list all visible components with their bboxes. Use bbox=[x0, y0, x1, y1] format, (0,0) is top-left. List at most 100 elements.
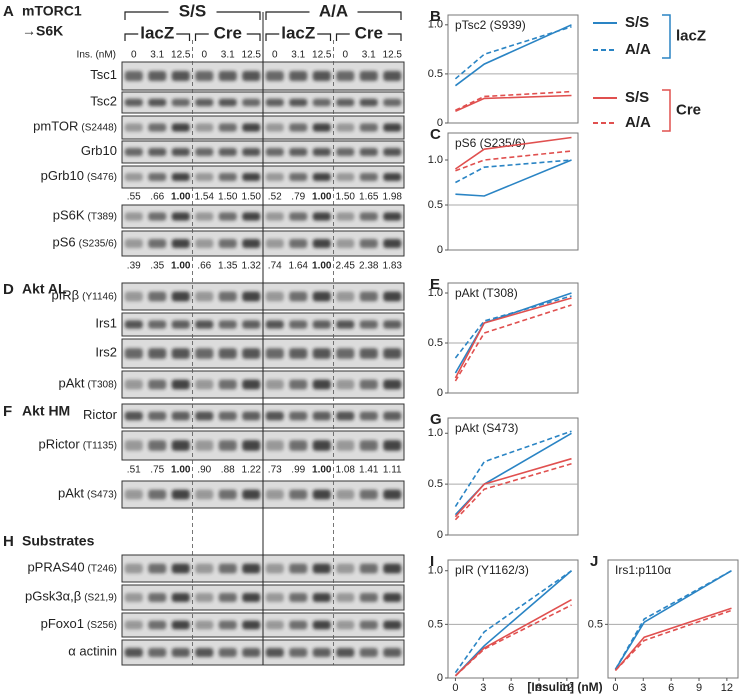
band bbox=[218, 563, 237, 574]
band bbox=[124, 348, 143, 359]
band bbox=[171, 291, 190, 302]
band bbox=[148, 239, 167, 248]
plot-frame bbox=[447, 14, 579, 124]
protein-name: Tsc1 bbox=[90, 67, 117, 82]
x-tick-label: 12 bbox=[721, 682, 733, 694]
site-label: (T246) bbox=[88, 563, 117, 574]
band bbox=[195, 620, 214, 630]
legend-group: Cre bbox=[676, 101, 701, 118]
band bbox=[289, 593, 308, 602]
data-line bbox=[455, 159, 572, 197]
band bbox=[265, 98, 284, 107]
band bbox=[336, 348, 355, 359]
panel-letter: J bbox=[590, 553, 598, 570]
protein-name: pAkt bbox=[59, 376, 85, 391]
band bbox=[242, 98, 261, 107]
data-line bbox=[614, 570, 732, 670]
data-line bbox=[455, 90, 572, 111]
quant-value: .99 bbox=[291, 465, 305, 476]
band bbox=[383, 320, 402, 329]
band bbox=[359, 348, 378, 359]
band bbox=[148, 123, 167, 132]
band bbox=[383, 239, 402, 248]
band bbox=[148, 212, 167, 221]
data-line bbox=[614, 609, 732, 672]
site-label: (T389) bbox=[88, 211, 117, 222]
panel-letter: E bbox=[430, 276, 440, 293]
band bbox=[148, 348, 167, 359]
y-tick-label: 0 bbox=[437, 529, 443, 541]
band bbox=[289, 123, 308, 132]
band bbox=[359, 379, 378, 390]
band bbox=[218, 440, 237, 451]
band bbox=[124, 98, 143, 107]
band bbox=[195, 173, 214, 181]
band bbox=[195, 563, 214, 574]
band bbox=[148, 291, 167, 302]
legend-label: A/A bbox=[625, 41, 651, 58]
lane-label: 0 bbox=[131, 50, 137, 61]
band bbox=[383, 648, 402, 657]
protein-name: pPRAS40 bbox=[27, 560, 84, 575]
quant-value: .35 bbox=[150, 261, 164, 272]
band bbox=[242, 411, 261, 421]
band bbox=[312, 489, 331, 500]
band bbox=[289, 173, 308, 181]
band bbox=[265, 593, 284, 602]
band bbox=[242, 239, 261, 248]
band bbox=[289, 291, 308, 302]
band bbox=[289, 563, 308, 574]
band bbox=[359, 563, 378, 574]
band bbox=[242, 320, 261, 329]
band bbox=[195, 291, 214, 302]
band bbox=[312, 563, 331, 574]
band bbox=[336, 620, 355, 630]
band bbox=[359, 212, 378, 221]
data-line bbox=[454, 604, 572, 677]
chart-title: pIR (Y1162/3) bbox=[455, 563, 529, 577]
section-title: Substrates bbox=[22, 533, 95, 549]
quant-value: .51 bbox=[127, 465, 141, 476]
band bbox=[171, 212, 190, 221]
band bbox=[171, 379, 190, 390]
legend-label: A/A bbox=[625, 114, 651, 131]
x-tick-label: 6 bbox=[508, 682, 514, 694]
band bbox=[312, 620, 331, 630]
x-tick-label: 9 bbox=[536, 682, 542, 694]
data-line bbox=[454, 463, 572, 521]
plot-frame bbox=[447, 282, 579, 394]
site-label: (T1135) bbox=[83, 440, 117, 451]
quant-value: 1.65 bbox=[359, 192, 379, 203]
plot-frame bbox=[447, 559, 579, 679]
band bbox=[336, 239, 355, 248]
quant-value: 1.08 bbox=[336, 465, 356, 476]
band bbox=[383, 148, 402, 156]
band bbox=[218, 212, 237, 221]
band bbox=[195, 348, 214, 359]
band bbox=[336, 291, 355, 302]
data-line bbox=[454, 136, 572, 170]
legend-label: S/S bbox=[625, 14, 649, 31]
site-label: (S476) bbox=[87, 172, 117, 183]
x-tick-label: 6 bbox=[668, 682, 674, 694]
band bbox=[242, 489, 261, 500]
data-line bbox=[454, 24, 572, 87]
band bbox=[218, 379, 237, 390]
plot-frame bbox=[447, 417, 579, 536]
bracket bbox=[124, 33, 191, 41]
data-line bbox=[454, 304, 572, 382]
band bbox=[218, 148, 237, 156]
quant-value: 1.35 bbox=[218, 261, 238, 272]
band bbox=[171, 98, 190, 107]
protein-name: Tsc2 bbox=[90, 94, 117, 109]
bracket bbox=[265, 33, 332, 41]
band bbox=[171, 70, 190, 82]
band bbox=[242, 148, 261, 156]
band bbox=[312, 411, 331, 421]
genotype-label: A/A bbox=[319, 1, 348, 20]
band bbox=[289, 489, 308, 500]
data-line bbox=[455, 150, 572, 172]
protein-name: pRictor bbox=[39, 437, 81, 452]
quant-value: .66 bbox=[197, 261, 211, 272]
protein-name: pIRβ bbox=[51, 288, 79, 303]
